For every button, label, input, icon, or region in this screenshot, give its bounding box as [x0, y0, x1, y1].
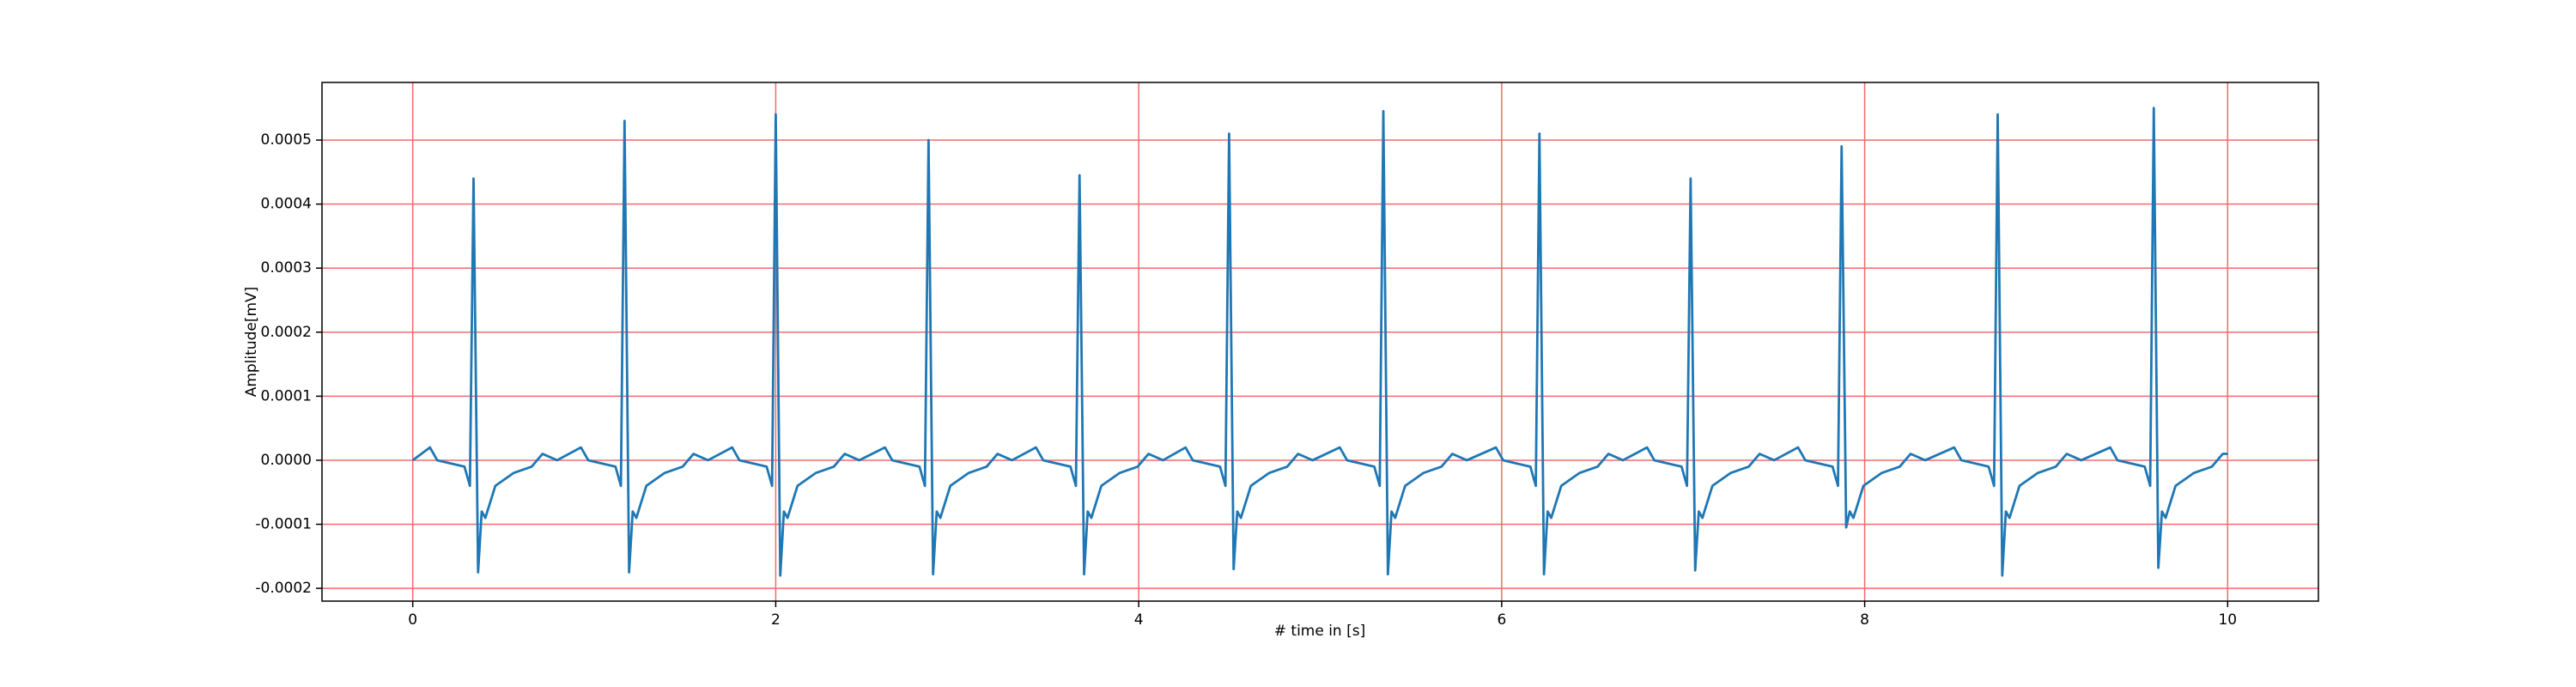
x-axis-label: # time in [s] [1274, 623, 1365, 640]
y-tick-label: 0.0005 [261, 131, 312, 149]
x-tick-label: 10 [2218, 611, 2237, 629]
line-series [411, 106, 2228, 577]
x-tick-label: 8 [1860, 611, 1869, 629]
y-tick-label: -0.0002 [255, 580, 312, 597]
y-tick-label: 0.0004 [261, 196, 312, 213]
x-tick-label: 6 [1497, 611, 1506, 629]
y-tick-label: 0.0001 [261, 387, 312, 404]
y-tick-label: 0.0003 [261, 259, 312, 277]
y-axis-label: Amplitude[mV] [243, 287, 260, 398]
y-tick-label: -0.0001 [255, 516, 312, 533]
x-tick-label: 2 [771, 611, 781, 629]
plot-frame [321, 82, 2319, 602]
y-tick-label: 0.0000 [261, 452, 312, 469]
x-tick-label: 4 [1134, 611, 1144, 629]
x-tick-label: 0 [408, 611, 417, 629]
y-tick-label: 0.0002 [261, 324, 312, 341]
